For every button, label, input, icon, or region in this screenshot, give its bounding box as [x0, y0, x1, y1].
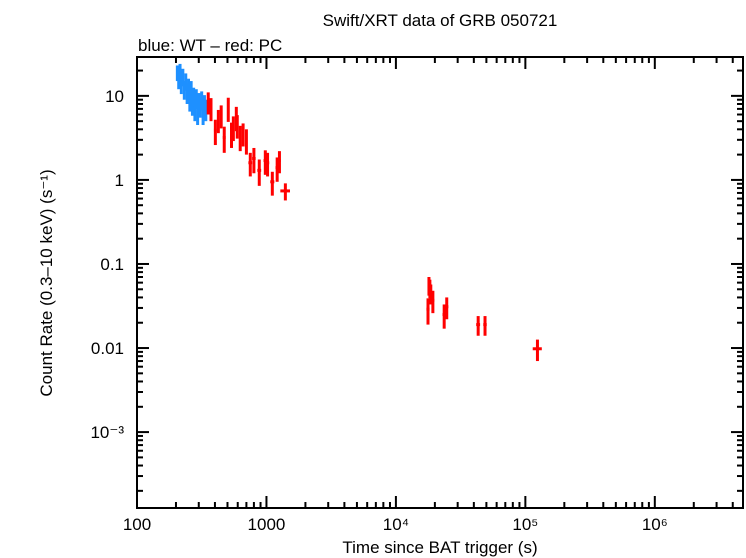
data-point-pc: [532, 339, 542, 362]
data-point-pc: [483, 316, 487, 336]
data-point-pc: [265, 152, 270, 177]
data-point-wt: [204, 99, 208, 122]
data-point-pc: [445, 297, 449, 320]
data-point-pc: [213, 119, 217, 146]
data-point-pc: [476, 316, 481, 336]
x-tick-label: 1000: [248, 515, 286, 534]
data-point-pc: [226, 97, 230, 122]
data-point-pc: [257, 159, 262, 186]
data-point-pc: [231, 116, 235, 142]
chart-title: Swift/XRT data of GRB 050721: [323, 11, 558, 30]
chart-subtitle: blue: WT – red: PC: [138, 36, 282, 55]
data-point-pc: [277, 151, 281, 174]
x-tick-label: 10⁴: [383, 515, 409, 534]
y-tick-label: 10: [105, 87, 124, 106]
data-point-pc: [222, 126, 226, 153]
x-tick-label: 10⁶: [642, 515, 668, 534]
x-tick-label: 100: [123, 515, 151, 534]
data-point-pc: [241, 123, 245, 147]
data-point-pc: [270, 171, 275, 196]
data-point-pc: [206, 92, 210, 115]
data-point-pc: [431, 290, 435, 314]
data-point-pc: [238, 125, 242, 152]
data-point-pc: [219, 105, 223, 129]
data-point-pc: [235, 115, 239, 139]
data-point-pc: [426, 298, 430, 325]
data-point-pc: [216, 109, 220, 134]
data-point-pc: [252, 147, 256, 174]
y-tick-label: 0.1: [100, 255, 124, 274]
data-point-pc: [280, 183, 290, 201]
y-tick-label: 10⁻³: [90, 423, 124, 442]
x-tick-label: 10⁵: [512, 515, 538, 534]
data-point-pc: [209, 98, 213, 122]
y-tick-label: 1: [115, 171, 124, 190]
data-point-pc: [244, 129, 248, 155]
plot-frame: [136, 56, 744, 509]
y-axis-label: Count Rate (0.3–10 keV) (s⁻¹): [37, 169, 56, 396]
y-tick-label: 0.01: [91, 339, 124, 358]
data-point-pc: [248, 152, 253, 177]
x-axis-label: Time since BAT trigger (s): [342, 538, 537, 557]
